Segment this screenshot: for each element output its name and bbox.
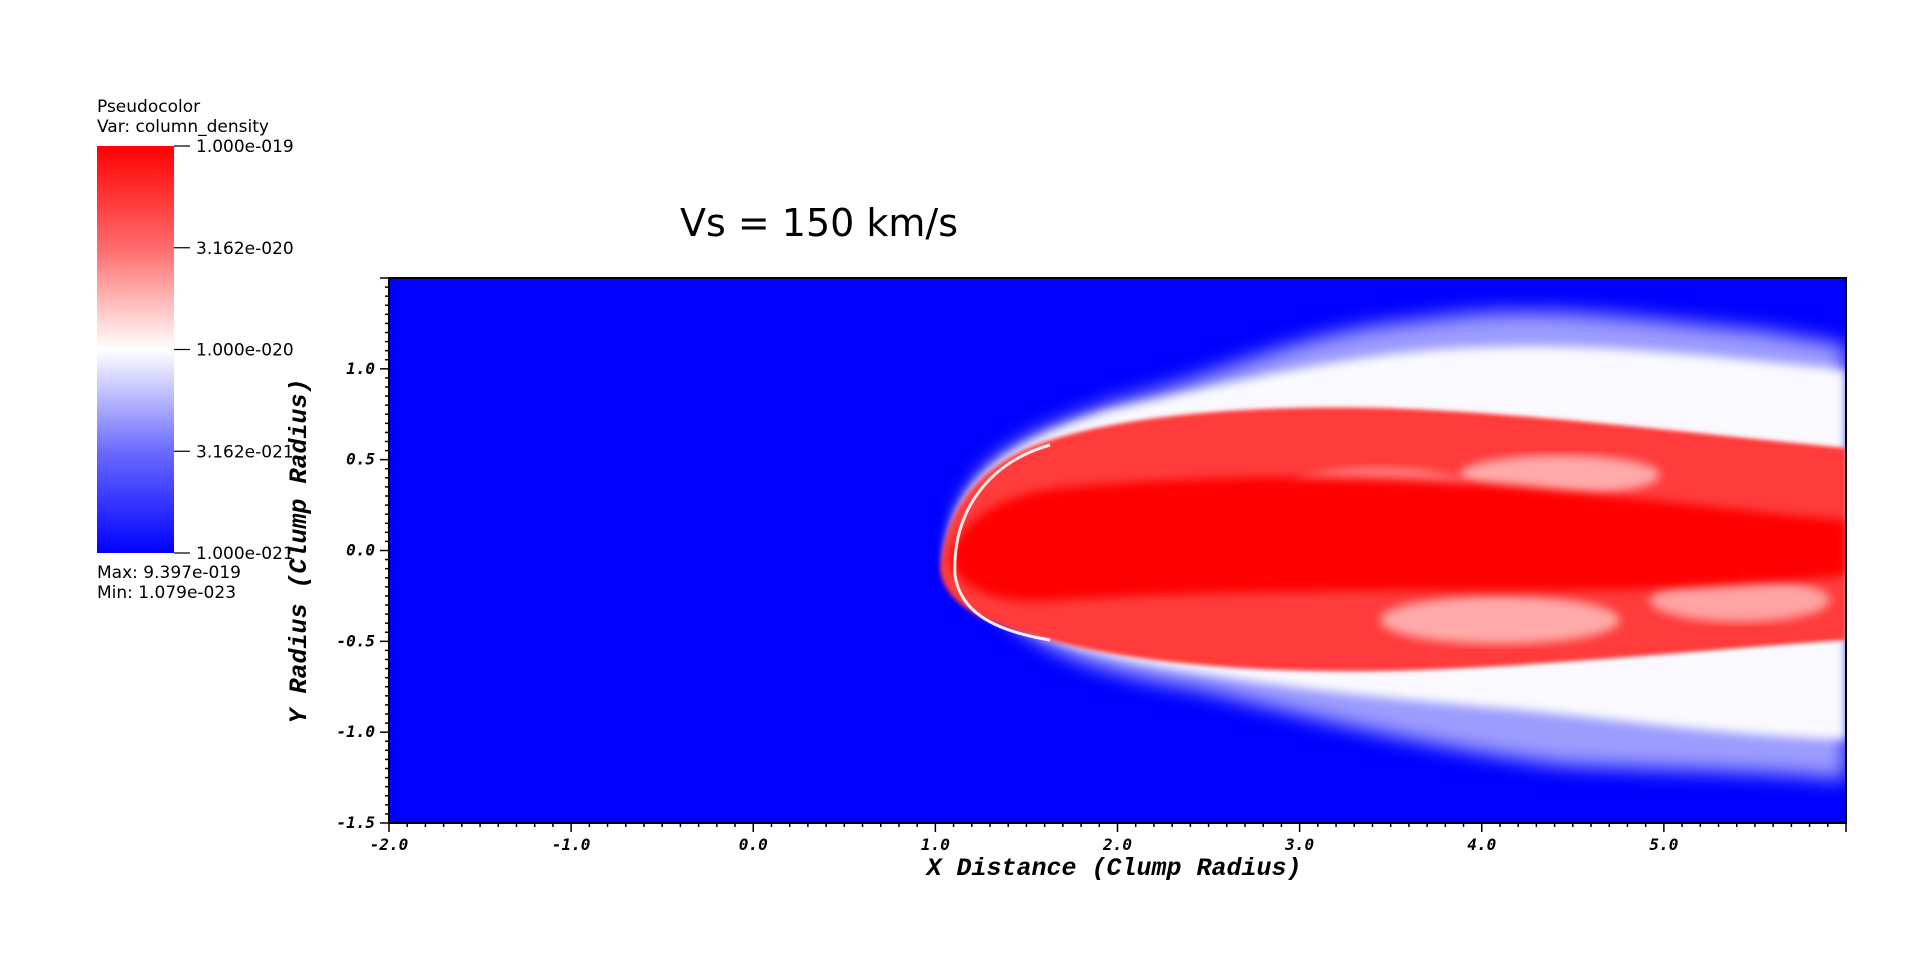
x-tick-label: 3.0 <box>1284 835 1314 854</box>
legend-max: Max: 9.397e-019 <box>97 563 241 583</box>
colorbar-tick-label: 1.000e-020 <box>196 341 294 361</box>
x-tick-label: 2.0 <box>1102 835 1132 854</box>
y-tick-label: 0.0 <box>346 541 375 560</box>
colorbar-tick-label: 3.162e-020 <box>196 239 294 259</box>
y-axis-label: Y Radius (Clump Radius) <box>285 378 314 723</box>
legend-variable: Var: column_density <box>97 117 269 137</box>
x-tick-label: 1.0 <box>921 835 950 854</box>
legend-min: Min: 1.079e-023 <box>97 583 236 603</box>
x-tick-label: -2.0 <box>370 835 409 854</box>
x-tick-label: -1.0 <box>552 835 591 854</box>
density-field <box>940 311 1846 780</box>
chart-title: Vs = 150 km/s <box>680 201 958 245</box>
x-axis-label: X Distance (Clump Radius) <box>924 854 1301 883</box>
colorbar-tick-label: 1.000e-019 <box>196 137 294 157</box>
y-axis: -1.5 -1.0 -0.5 0.0 0.5 1.0 <box>336 277 389 832</box>
y-tick-label: 1.0 <box>346 359 375 378</box>
y-tick-label: -0.5 <box>336 631 375 650</box>
x-tick-label: 0.0 <box>739 835 768 854</box>
y-tick-label: 0.5 <box>346 450 375 469</box>
colorbar-tick-label: 3.162e-021 <box>196 442 294 462</box>
legend-plot-type: Pseudocolor <box>97 97 200 117</box>
colorbar-tick-label: 1.000e-021 <box>196 544 294 564</box>
x-tick-label: 5.0 <box>1649 835 1678 854</box>
y-tick-label: -1.0 <box>336 722 375 741</box>
colorbar <box>97 146 174 553</box>
colorbar-legend: Pseudocolor Var: column_density 1.000e-0… <box>97 97 294 603</box>
x-axis: -2.0 -1.0 0.0 1.0 2.0 3.0 4.0 5.0 <box>370 823 1847 854</box>
plot-area: -2.0 -1.0 0.0 1.0 2.0 3.0 4.0 5.0 -1.5 -1.0 -0.5 0… <box>336 277 1847 854</box>
dense-core <box>950 477 1846 601</box>
y-tick-label: -1.5 <box>336 813 375 832</box>
colorbar-ticks: 1.000e-019 3.162e-020 1.000e-020 3.162e-021… <box>174 137 294 564</box>
x-tick-label: 4.0 <box>1467 835 1496 854</box>
